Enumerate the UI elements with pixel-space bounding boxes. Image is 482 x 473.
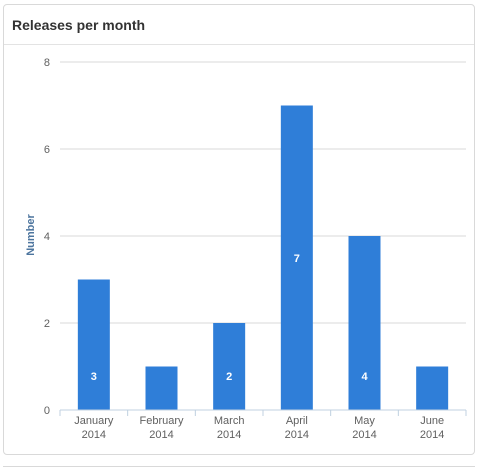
bar [145,366,178,410]
x-tick-label: May 2014 [352,415,376,441]
data-label: 4 [361,371,368,383]
y-axis-label: Number [25,214,37,256]
bar [416,366,449,410]
bar [77,279,110,410]
x-tick-label: February 2014 [139,415,184,441]
panel-header: Releases per month [4,5,474,45]
data-label: 7 [294,253,300,265]
y-tick-label: 0 [44,405,50,417]
gridlines [60,61,466,324]
x-tick-label: April 2014 [285,415,309,441]
x-tick-label: June 2014 [420,415,444,441]
y-axis: 0 2 4 6 8 [44,57,50,417]
x-tick-label: January 2014 [74,415,114,441]
bar [213,323,246,410]
y-tick-label: 8 [44,57,50,69]
data-labels: 3 2 7 4 [91,253,369,383]
bar [280,105,313,410]
y-tick-label: 2 [44,318,50,330]
data-label: 3 [91,371,97,383]
y-tick-label: 4 [44,231,50,243]
x-tick-label: March 2014 [214,415,245,441]
divider [3,466,475,467]
data-label: 2 [226,371,232,383]
bar [348,236,381,410]
bars [77,105,449,410]
x-axis: January 2014 February 2014 March 2014 April 201… [59,409,467,441]
y-tick-label: 6 [44,144,50,156]
panel-title: Releases per month [12,17,146,33]
